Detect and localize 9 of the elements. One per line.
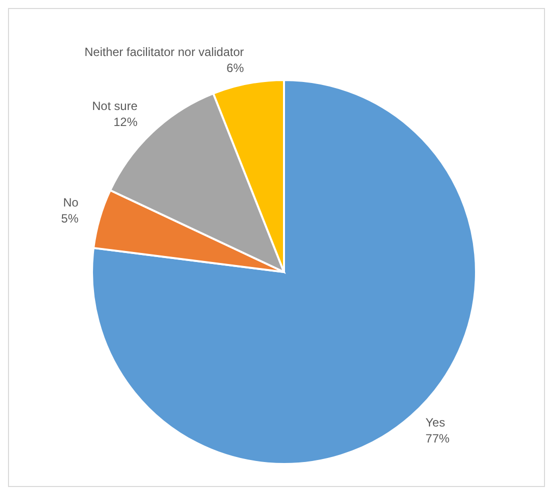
data-label: 77% xyxy=(426,432,450,446)
slice-label: Not sure xyxy=(92,99,138,113)
slice-label: Neither facilitator nor validator xyxy=(84,44,244,59)
data-label: 12% xyxy=(113,115,138,129)
data-label: 6% xyxy=(226,60,244,75)
pie-slice xyxy=(91,79,477,465)
slice-label: Yes xyxy=(426,416,446,430)
data-label: 5% xyxy=(61,211,79,226)
slice-label: No xyxy=(63,195,79,210)
